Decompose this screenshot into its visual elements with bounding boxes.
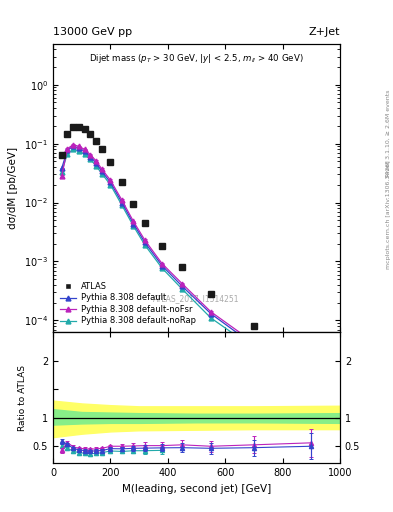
Legend: ATLAS, Pythia 8.308 default, Pythia 8.308 default-noFsr, Pythia 8.308 default-no: ATLAS, Pythia 8.308 default, Pythia 8.30…	[57, 280, 198, 328]
Y-axis label: dσ/dM [pb/GeV]: dσ/dM [pb/GeV]	[8, 147, 18, 229]
Text: mcplots.cern.ch [arXiv:1306.3436]: mcplots.cern.ch [arXiv:1306.3436]	[386, 161, 391, 269]
Text: Rivet 3.1.10, ≥ 2.6M events: Rivet 3.1.10, ≥ 2.6M events	[386, 90, 391, 177]
Text: Dijet mass ($p_T$ > 30 GeV, $|y|$ < 2.5, $m_{ll}$ > 40 GeV): Dijet mass ($p_T$ > 30 GeV, $|y|$ < 2.5,…	[89, 52, 304, 65]
Text: 13000 GeV pp: 13000 GeV pp	[53, 27, 132, 37]
Text: Z+Jet: Z+Jet	[309, 27, 340, 37]
Y-axis label: Ratio to ATLAS: Ratio to ATLAS	[18, 365, 27, 431]
Text: ATLAS_2017_I1514251: ATLAS_2017_I1514251	[153, 294, 240, 303]
X-axis label: M(leading, second jet) [GeV]: M(leading, second jet) [GeV]	[122, 484, 271, 494]
